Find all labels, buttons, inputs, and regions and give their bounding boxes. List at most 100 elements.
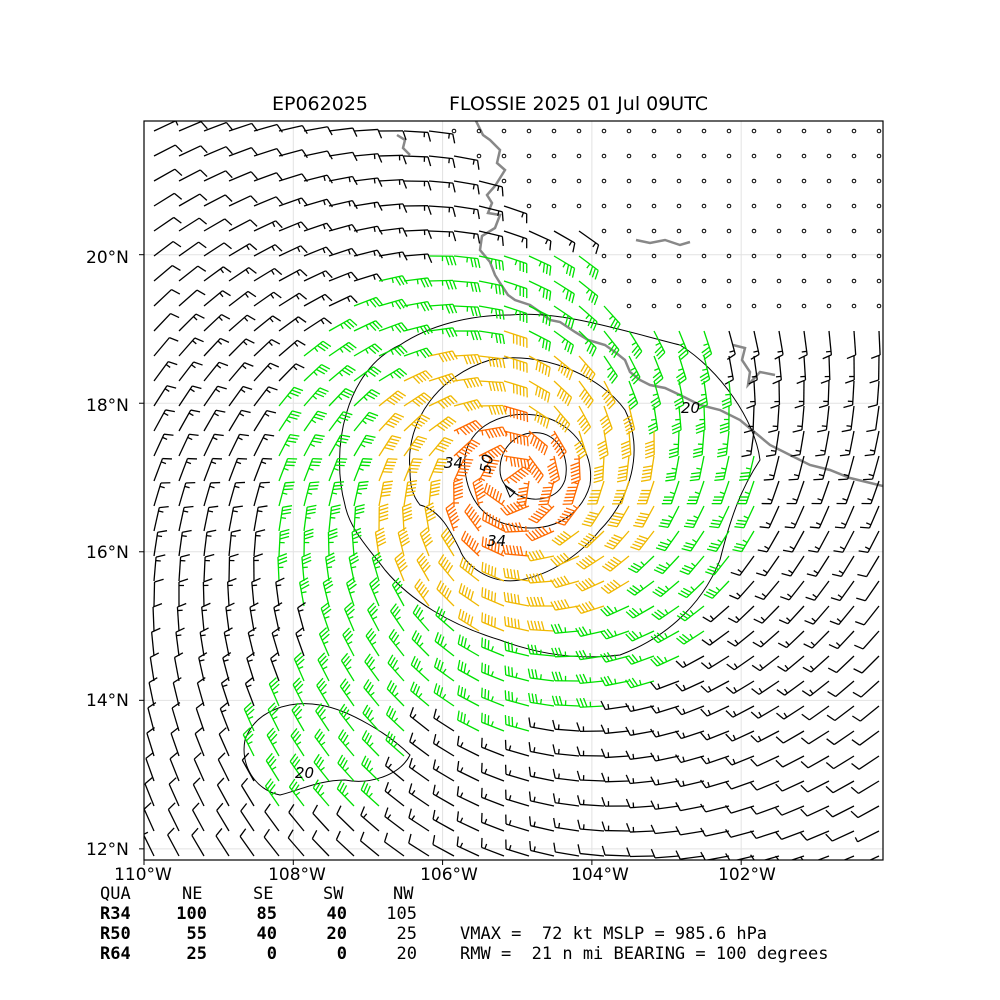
wind-barb (390, 603, 405, 632)
wind-barb (528, 280, 552, 301)
wind-barb (263, 828, 280, 857)
wind-barb (228, 314, 256, 332)
wind-barb (273, 602, 283, 632)
wind-barb (570, 455, 581, 484)
wind-barb (153, 530, 168, 557)
wind-barb (700, 730, 730, 741)
calm-wind-marker (801, 278, 807, 284)
wind-barb (153, 337, 179, 357)
wind-barb (525, 549, 555, 562)
radii-row-label: R50 (100, 924, 131, 944)
wind-barb (278, 410, 302, 432)
wind-barb (800, 855, 830, 860)
wind-barb (253, 172, 283, 182)
wind-barb (277, 553, 288, 582)
calm-wind-marker (751, 278, 757, 284)
radii-row-label: R34 (100, 904, 131, 924)
wind-barb (576, 746, 605, 757)
wind-barb (403, 130, 432, 142)
wind-barb (440, 527, 456, 557)
wind-barb (403, 370, 433, 384)
wind-barb (378, 227, 408, 237)
wind-barb (353, 389, 381, 407)
wind-barb (303, 504, 317, 532)
calm-wind-marker (601, 153, 607, 159)
wind-barb (528, 255, 552, 276)
wind-barb (843, 380, 855, 409)
wind-barb (528, 380, 551, 403)
wind-barb (153, 457, 172, 482)
wind-barb (551, 647, 580, 658)
wind-barb (625, 702, 655, 713)
wind-barb (553, 380, 573, 407)
wind-barb (303, 246, 333, 257)
wind-barb (153, 578, 164, 607)
radii-cell: 40 (256, 924, 277, 944)
wind-barb (428, 303, 458, 314)
wind-barb (644, 430, 655, 459)
map-frame (143, 120, 884, 861)
wind-barb (346, 577, 357, 607)
calm-wind-marker (676, 278, 682, 284)
wind-barb (683, 505, 705, 529)
wind-barb (859, 505, 880, 529)
wind-barb (178, 121, 208, 132)
lon-label: 106°W (420, 865, 478, 885)
wind-barb (839, 430, 855, 457)
wind-barb (861, 480, 880, 505)
wind-barb (776, 680, 805, 696)
wind-barb (575, 626, 605, 637)
wind-barb (578, 380, 594, 409)
wind-barb (620, 430, 632, 460)
radii-cell: 40 (326, 904, 347, 924)
wind-barb (328, 318, 358, 332)
wind-barb (203, 553, 215, 582)
wind-barb (203, 409, 226, 432)
wind-barb (800, 730, 830, 745)
wind-barb (652, 580, 680, 598)
wind-barb (650, 728, 680, 738)
wind-barb (153, 168, 183, 182)
wind-barb (153, 385, 177, 407)
calm-wind-marker (701, 128, 707, 134)
wind-barb (846, 330, 857, 360)
wind-barb (811, 480, 830, 505)
wind-barb (228, 219, 258, 232)
wind-barb (353, 249, 383, 259)
wind-barb (750, 830, 780, 839)
wind-barb (218, 727, 230, 757)
wind-barb (178, 265, 207, 282)
wind-barb (675, 754, 705, 764)
wind-barb (359, 831, 380, 857)
wind-barb (428, 350, 458, 363)
wind-barb (403, 347, 433, 359)
wind-barb (378, 503, 389, 532)
wind-barb (303, 528, 314, 557)
wind-barb (553, 355, 574, 381)
wind-barb (481, 712, 505, 732)
wind-barb (858, 530, 880, 553)
wind-barb (625, 605, 655, 619)
calm-wind-marker (751, 203, 757, 209)
wind-barb (626, 580, 655, 596)
wind-barb (552, 719, 580, 732)
wind-barb (553, 405, 571, 433)
calm-wind-marker (576, 178, 582, 184)
wind-barb (627, 555, 655, 574)
wind-barb (198, 652, 208, 682)
wind-barb (228, 290, 257, 307)
wind-barb (788, 455, 805, 481)
wind-barb (270, 652, 280, 682)
wind-barb (815, 430, 830, 457)
wind-barb (599, 405, 613, 435)
wind-barb (633, 505, 655, 528)
wind-barb (228, 529, 241, 557)
wind-barb (453, 330, 482, 341)
wind-barb (852, 680, 880, 698)
wind-barb (675, 705, 705, 716)
calm-wind-marker (651, 253, 657, 259)
wind-barb (459, 557, 480, 582)
wind-barb (386, 680, 405, 707)
wind-barb (228, 243, 258, 257)
wind-barb (144, 777, 155, 807)
